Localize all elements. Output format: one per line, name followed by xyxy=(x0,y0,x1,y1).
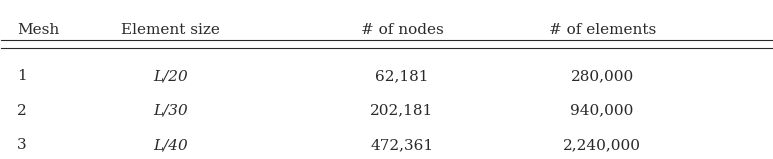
Text: 3: 3 xyxy=(17,138,26,152)
Text: 280,000: 280,000 xyxy=(570,69,634,83)
Text: 202,181: 202,181 xyxy=(370,104,434,118)
Text: Mesh: Mesh xyxy=(17,23,59,37)
Text: L/20: L/20 xyxy=(154,69,188,83)
Text: 940,000: 940,000 xyxy=(570,104,634,118)
Text: # of elements: # of elements xyxy=(549,23,656,37)
Text: Element size: Element size xyxy=(121,23,220,37)
Text: 62,181: 62,181 xyxy=(375,69,429,83)
Text: # of nodes: # of nodes xyxy=(360,23,443,37)
Text: 2,240,000: 2,240,000 xyxy=(564,138,641,152)
Text: 1: 1 xyxy=(17,69,26,83)
Text: 472,361: 472,361 xyxy=(370,138,434,152)
Text: L/30: L/30 xyxy=(154,104,188,118)
Text: L/40: L/40 xyxy=(154,138,188,152)
Text: 2: 2 xyxy=(17,104,26,118)
